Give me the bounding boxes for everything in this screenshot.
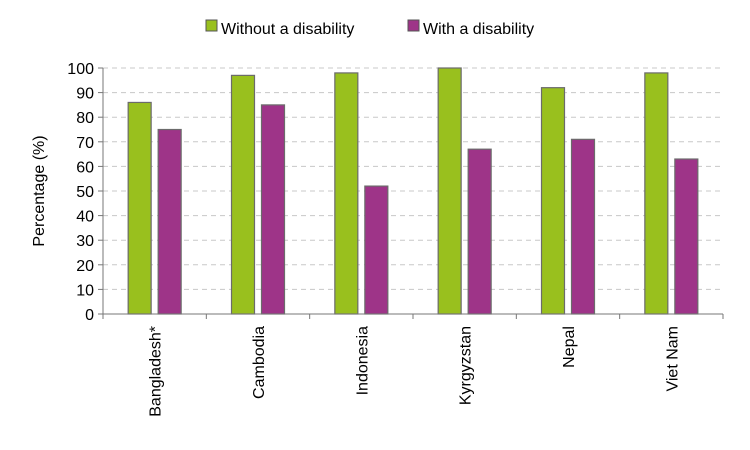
y-tick-label: 60 (76, 159, 94, 176)
y-tick-label: 100 (67, 61, 94, 78)
x-category-label: Bangladesh* (148, 326, 165, 417)
y-tick-label: 80 (76, 110, 94, 127)
y-tick-label: 10 (76, 282, 94, 299)
bar-without-disability-bangladesh (127, 101, 152, 315)
legend-swatch-with-disability (407, 19, 420, 32)
legend-label-with-disability: With a disability (423, 21, 534, 38)
x-category-label: Kyrgyzstan (458, 326, 475, 405)
x-category-label: Indonesia (354, 326, 371, 395)
legend-label-without-disability: Without a disability (221, 21, 354, 38)
bar-with-disability-bangladesh (157, 128, 182, 315)
bar-without-disability-viet-nam (644, 72, 669, 315)
bar-with-disability-cambodia (260, 104, 286, 315)
x-category-label: Viet Nam (664, 326, 681, 392)
axes (102, 68, 724, 319)
y-tick-labels: 0 10 20 30 40 50 60 70 80 90 100 (67, 61, 103, 324)
y-tick-label: 40 (76, 209, 94, 226)
bar-with-disability-indonesia (364, 185, 389, 315)
y-tick-label: 90 (76, 86, 94, 103)
bar-without-disability-cambodia (230, 74, 256, 315)
x-category-labels: Bangladesh* Cambodia Indonesia Kyrgyzstan Ne… (148, 326, 682, 417)
bar-without-disability-kyrgyzstan (437, 67, 462, 315)
y-tick-label: 20 (76, 258, 94, 275)
y-tick-label: 30 (76, 233, 94, 250)
x-category-label: Cambodia (251, 326, 268, 399)
bar-with-disability-viet-nam (674, 158, 699, 315)
bar-without-disability-indonesia (334, 72, 359, 315)
bar-with-disability-nepal (570, 138, 596, 315)
y-tick-label: 70 (76, 135, 94, 152)
bars (127, 67, 699, 315)
bar-with-disability-kyrgyzstan (467, 148, 492, 315)
legend-swatch-without-disability (205, 19, 218, 32)
y-axis-label: Percentage (%) (31, 135, 48, 246)
bar-without-disability-nepal (540, 87, 566, 315)
x-category-label: Nepal (561, 326, 578, 368)
legend: Without a disability With a disability (205, 19, 534, 38)
gridlines (103, 67, 723, 290)
y-tick-label: 0 (85, 307, 94, 324)
y-tick-label: 50 (76, 184, 94, 201)
